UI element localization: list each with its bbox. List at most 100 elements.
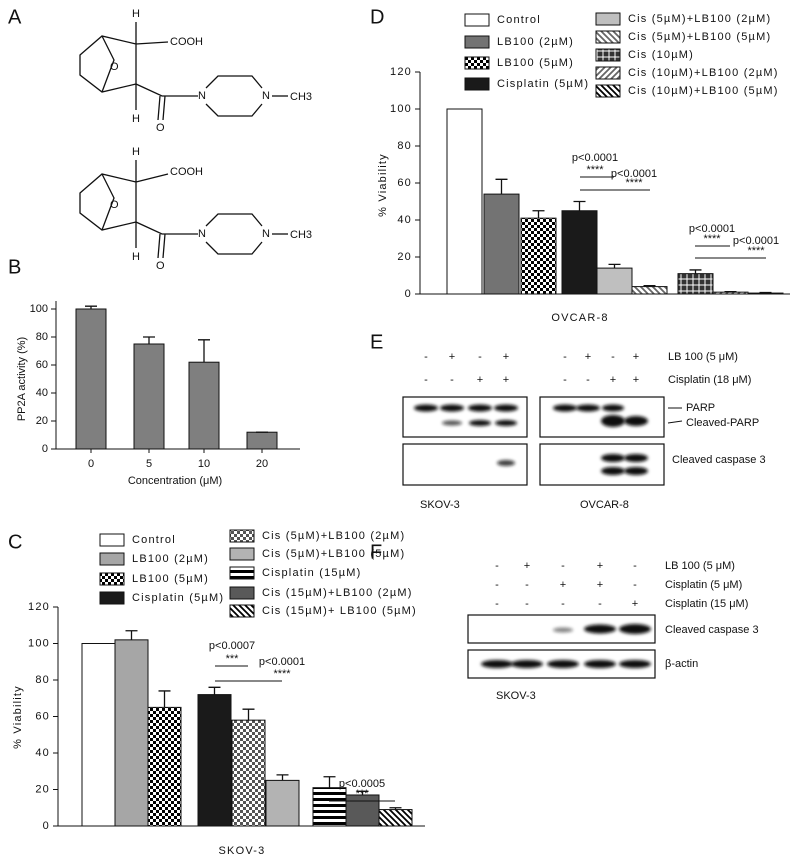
error-bar xyxy=(759,291,772,294)
y-tick-label: 20 xyxy=(35,783,50,795)
error-bar xyxy=(389,807,402,810)
bar xyxy=(197,694,232,827)
significance: **** xyxy=(703,233,721,245)
x-tick-label: 10 xyxy=(198,458,210,470)
treatment-sign: - xyxy=(633,579,637,591)
x-tick-label: 20 xyxy=(256,458,268,470)
legend-swatch xyxy=(464,77,490,91)
y-tick-label: 60 xyxy=(36,359,48,371)
treatment-sign: + xyxy=(524,560,530,572)
treatment-sign: + xyxy=(477,374,483,386)
treatment-sign: - xyxy=(563,351,567,363)
legend-swatch xyxy=(595,12,621,26)
y-tick-label: 60 xyxy=(35,710,50,722)
bar xyxy=(561,210,598,295)
legend-swatch xyxy=(595,66,621,80)
error-bar xyxy=(198,339,210,363)
error-bar xyxy=(532,210,545,219)
p-value: p<0.0001 xyxy=(572,152,618,164)
atom: H xyxy=(132,8,140,20)
treatment-sign: + xyxy=(585,351,591,363)
bar xyxy=(75,308,107,450)
treatment-sign: - xyxy=(495,579,499,591)
legend-label: LB100 (5µM) xyxy=(132,573,209,585)
treatment-sign: - xyxy=(561,598,565,610)
bar xyxy=(246,431,278,450)
legend-label: Cis (5µM)+LB100 (2µM) xyxy=(262,530,405,542)
atom: O xyxy=(110,61,119,73)
legend-swatch xyxy=(99,552,125,566)
band-label: PARP xyxy=(686,402,715,414)
treatment-sign: - xyxy=(586,374,590,386)
legend-swatch xyxy=(229,566,255,580)
legend-label: LB100 (2µM) xyxy=(132,553,209,565)
y-tick-label: 100 xyxy=(30,303,48,315)
x-tick-label: 5 xyxy=(146,458,152,470)
structure: H COOH O H O N N CH3 xyxy=(79,8,312,134)
panel-label: D xyxy=(370,6,384,28)
bar xyxy=(312,787,347,827)
y-tick-label: 120 xyxy=(28,601,50,613)
legend-label: Control xyxy=(497,14,541,26)
error-bar xyxy=(242,708,255,721)
y-tick-label: 0 xyxy=(43,820,50,832)
bar xyxy=(677,273,714,295)
bar xyxy=(147,706,182,827)
chart: 0 20 40 60 80 100 120 % Viability SKOV-3 Control L… xyxy=(12,529,425,857)
legend-label: Cis (15µM)+LB100 (2µM) xyxy=(262,587,413,599)
y-axis-title: PP2A activity (%) xyxy=(16,337,28,421)
significance: *** xyxy=(226,653,240,665)
structure: H COOH O H O N N CH3 xyxy=(79,146,312,272)
atom: O xyxy=(156,122,165,134)
y-tick-label: 40 xyxy=(35,747,50,759)
band-label: Cleaved caspase 3 xyxy=(665,624,759,636)
error-bar xyxy=(276,774,289,781)
treatment-sign: + xyxy=(449,351,455,363)
panel-label: F xyxy=(370,541,382,563)
y-tick-label: 80 xyxy=(35,674,50,686)
y-tick-label: 40 xyxy=(397,214,412,226)
legend-label: Cis (10µM) xyxy=(628,49,694,61)
legend-label: Cis (5µM)+LB100 (5µM) xyxy=(628,31,771,43)
row-label: Cisplatin (18 μM) xyxy=(668,374,751,386)
legend-label: Control xyxy=(132,534,176,546)
atom: H xyxy=(132,113,140,125)
legend-label: Cis (5µM)+LB100 (5µM) xyxy=(262,548,405,560)
cell-label: OVCAR-8 xyxy=(580,499,629,511)
p-value: p<0.0001 xyxy=(611,168,657,180)
band-label: Cleaved caspase 3 xyxy=(672,454,766,466)
treatment-sign: - xyxy=(563,374,567,386)
legend-swatch xyxy=(595,48,621,62)
cell-label: SKOV-3 xyxy=(496,690,536,702)
error-bar xyxy=(125,630,138,640)
panel-label: E xyxy=(370,331,383,353)
blot-e: PARP Cleaved-PARP Cleaved caspase 3 SKOV… xyxy=(402,351,766,511)
treatment-sign: + xyxy=(610,374,616,386)
treatment-sign: - xyxy=(525,598,529,610)
error-bar xyxy=(323,776,336,788)
treatment-sign: - xyxy=(424,351,428,363)
treatment-sign: - xyxy=(633,560,637,572)
cell-label: SKOV-3 xyxy=(420,499,460,511)
bar xyxy=(483,193,520,295)
y-tick-label: 80 xyxy=(36,331,48,343)
bar xyxy=(520,217,557,295)
legend-swatch xyxy=(464,35,490,49)
legend-label: LB100 (2µM) xyxy=(497,36,574,48)
treatment-sign: + xyxy=(632,598,638,610)
legend-swatch xyxy=(229,586,255,600)
y-axis-title: % Viability xyxy=(377,153,389,217)
bar xyxy=(446,108,483,295)
blot-f: Cleaved caspase 3 β-actin SKOV-3 LB 100 … xyxy=(467,560,759,702)
row-label: LB 100 (5 μM) xyxy=(668,351,738,363)
treatment-sign: + xyxy=(503,351,509,363)
treatment-sign: - xyxy=(450,374,454,386)
chart: 0 20 40 60 80 100 120 % Viability OVCAR-8 Control… xyxy=(377,12,790,324)
band-label: β-actin xyxy=(665,658,698,670)
y-tick-label: 100 xyxy=(390,103,412,115)
treatment-sign: - xyxy=(561,560,565,572)
bar xyxy=(596,267,633,295)
bar xyxy=(114,639,149,827)
significance: *** xyxy=(356,788,370,800)
